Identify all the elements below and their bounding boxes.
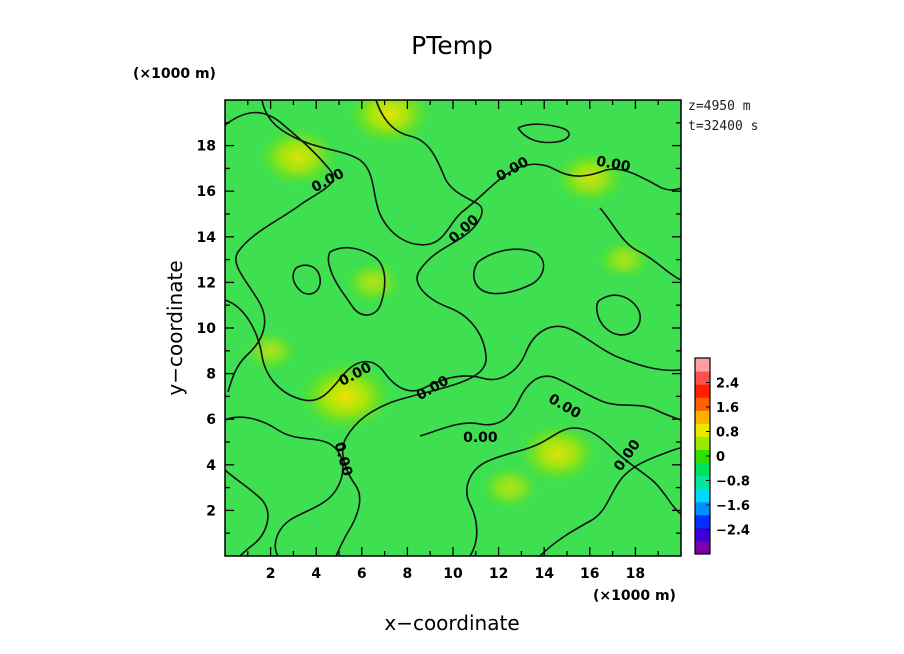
colorbar-segment — [695, 410, 710, 424]
x-tick-label: 8 — [403, 566, 413, 582]
contour-line — [225, 469, 269, 556]
contour-line — [517, 123, 570, 144]
contour-label: 0.00 — [595, 154, 632, 176]
colorbar-segment — [695, 371, 710, 385]
colorbar-segment — [695, 358, 710, 372]
warm-anomaly — [346, 100, 432, 146]
contour-line — [473, 248, 545, 295]
warm-anomaly — [344, 260, 403, 305]
y-tick-label: 10 — [197, 321, 217, 337]
colorbar-segment — [695, 384, 710, 398]
colorbar: 2.4 1.6 0.8 0 −0.8 −1.6 −2.4 — [694, 357, 750, 555]
contour-line — [292, 264, 322, 295]
colorbar-segment — [695, 449, 710, 464]
contour-line — [225, 416, 344, 556]
contour-line — [466, 427, 681, 556]
contour-line — [419, 375, 681, 437]
colorbar-segment — [695, 527, 710, 542]
warm-anomaly — [517, 423, 598, 484]
info-t: t=32400 s — [688, 119, 758, 134]
plot-area: 0.00 0.00 0.000.000.00 0.000.000.00 0.000.00 — [224, 99, 682, 557]
x-tick-label: 4 — [311, 566, 321, 582]
info-z: z=4950 m — [688, 99, 751, 114]
y-tick-label: 18 — [197, 139, 216, 155]
contour-line — [261, 100, 681, 246]
contour-line — [335, 100, 487, 556]
contour-lines — [225, 100, 681, 556]
warm-anomaly — [481, 465, 539, 510]
x-tick-label: 6 — [357, 566, 367, 582]
y-tick-label: 8 — [206, 367, 216, 383]
x-axis: 2 4 6 8 10 12 14 16 18 — [247, 100, 659, 582]
y-tick-label: 12 — [197, 275, 216, 291]
contour-line — [225, 299, 681, 402]
y-tick-label: 14 — [197, 230, 217, 246]
colorbar-segment — [695, 397, 710, 411]
y-tick-label: 2 — [206, 503, 216, 519]
colorbar-tick-label: −1.6 — [716, 499, 750, 514]
contour-line — [327, 246, 386, 316]
x-tick-label: 18 — [626, 566, 645, 582]
contour-line — [595, 294, 641, 336]
y-axis-title: y−coordinate — [163, 260, 187, 395]
colorbar-tick-label: 0.8 — [716, 426, 739, 441]
warm-anomalies — [243, 100, 651, 510]
colorbar-tick-label: 0 — [716, 450, 725, 465]
contour-line — [225, 111, 334, 393]
colorbar-segment — [695, 501, 710, 516]
x-tick-label: 16 — [580, 566, 599, 582]
colorbar-segment — [695, 436, 710, 450]
warm-anomaly — [257, 127, 338, 187]
x-unit-label: (×1000 m) — [593, 588, 676, 604]
warm-anomaly — [597, 239, 651, 280]
colorbar-tick-label: −2.4 — [716, 524, 750, 539]
y-tick-label: 16 — [197, 184, 216, 200]
y-tick-label: 4 — [206, 458, 216, 474]
contour-line — [599, 207, 681, 281]
colorbar-segment — [695, 475, 710, 490]
colorbar-segment — [695, 488, 710, 503]
colorbar-segment — [695, 423, 710, 437]
warm-anomaly — [554, 150, 626, 205]
y-axis: 2 4 6 8 10 12 14 16 18 — [197, 122, 681, 534]
colorbar-tick-label: 1.6 — [716, 401, 739, 416]
colorbar-segment — [695, 540, 710, 555]
colorbar-segment — [695, 514, 710, 529]
contour-line — [539, 447, 681, 556]
x-tick-label: 14 — [534, 566, 554, 582]
x-tick-label: 12 — [489, 566, 508, 582]
x-axis-title: x−coordinate — [384, 611, 519, 635]
y-tick-label: 6 — [206, 412, 216, 428]
colorbar-segment — [695, 462, 710, 477]
colorbar-tick-label: −0.8 — [716, 475, 750, 490]
chart-title: PTemp — [411, 31, 493, 60]
colorbar-tick-label: 2.4 — [716, 377, 739, 392]
y-unit-label: (×1000 m) — [133, 66, 216, 82]
contour-label: 0.00 — [463, 430, 498, 446]
x-tick-label: 2 — [266, 566, 276, 582]
warm-anomaly — [243, 330, 298, 371]
x-tick-label: 10 — [443, 566, 463, 582]
